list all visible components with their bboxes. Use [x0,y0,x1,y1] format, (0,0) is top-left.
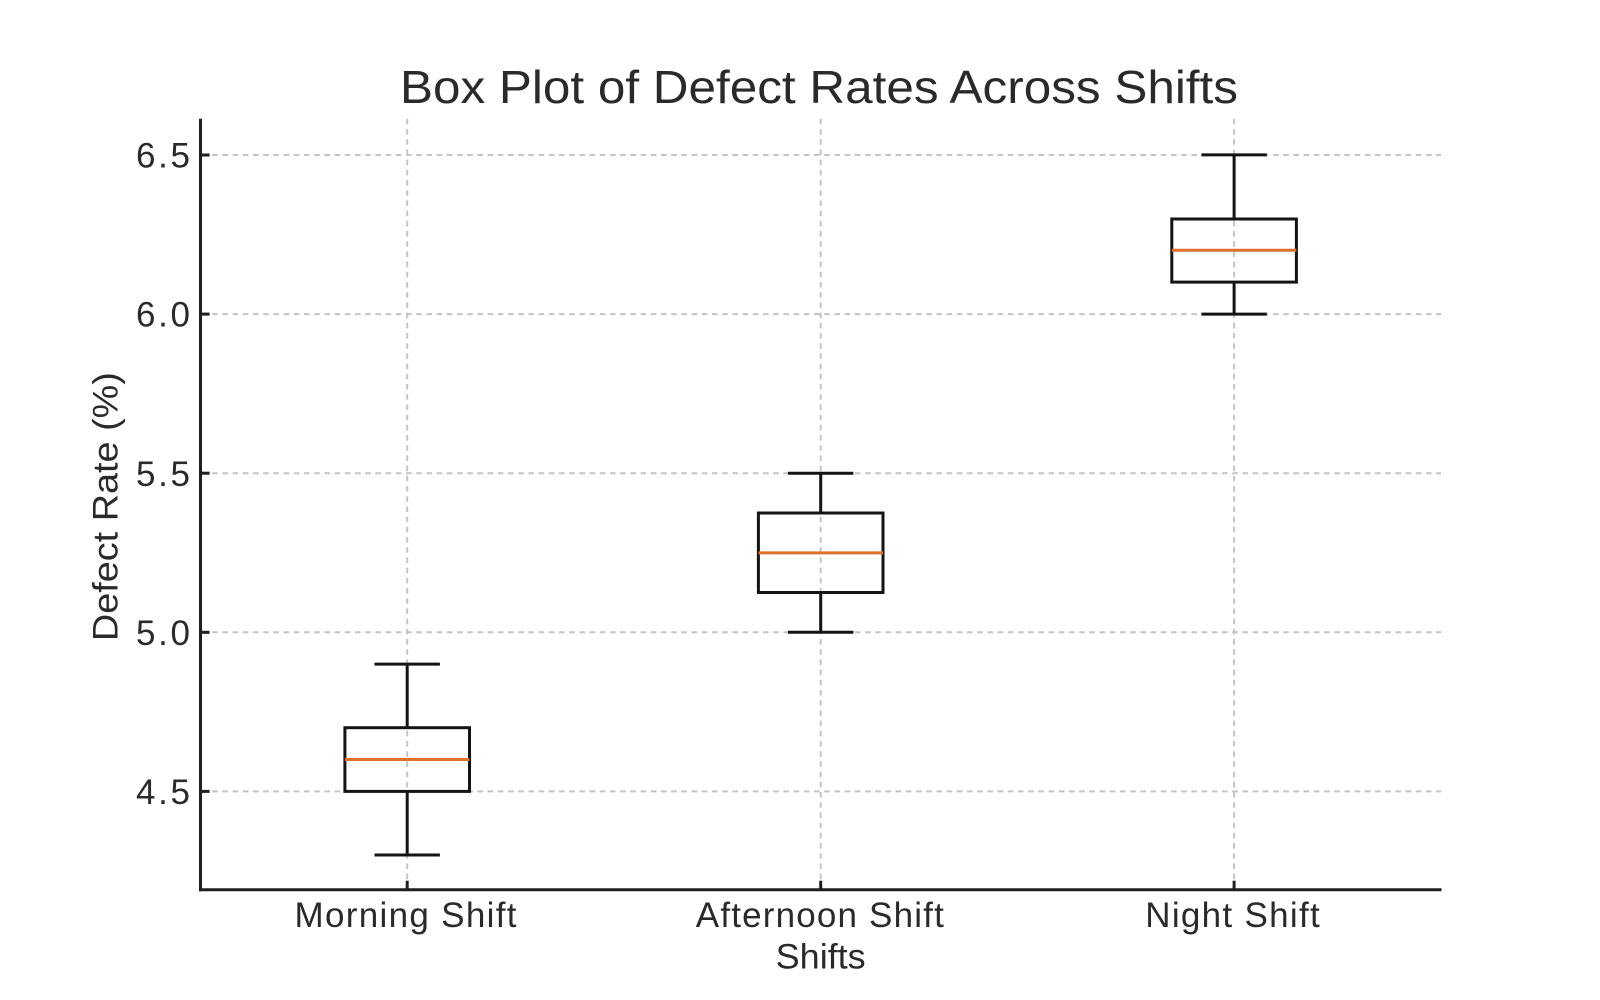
svg-text:Box Plot of Defect Rates Acros: Box Plot of Defect Rates Across Shifts [400,61,1238,113]
svg-text:Defect Rate (%): Defect Rate (%) [87,372,126,641]
svg-text:6.5: 6.5 [136,137,190,176]
svg-text:Shifts: Shifts [776,938,866,977]
svg-text:Morning Shift: Morning Shift [295,896,517,935]
svg-text:5.0: 5.0 [136,614,190,653]
svg-text:Night Shift: Night Shift [1145,896,1320,935]
svg-text:4.5: 4.5 [136,773,190,812]
svg-text:6.0: 6.0 [136,296,190,335]
svg-text:5.5: 5.5 [136,455,190,494]
svg-text:Afternoon Shift: Afternoon Shift [696,896,944,935]
